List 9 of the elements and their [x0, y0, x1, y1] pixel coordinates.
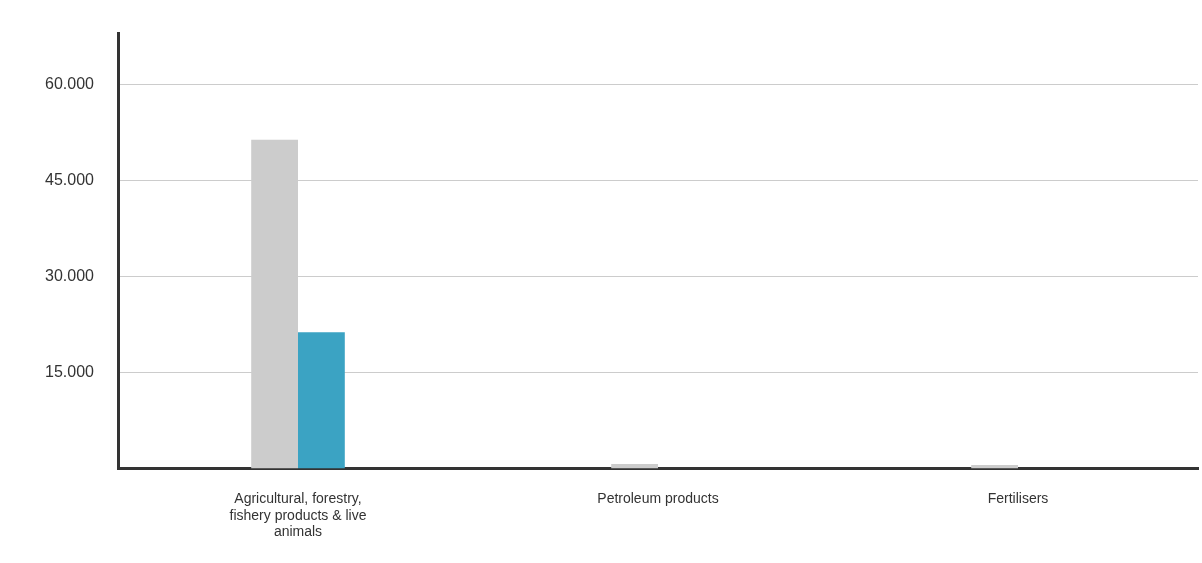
y-tick-label: 60.000 [45, 75, 95, 93]
y-tick-label: 15.000 [45, 363, 95, 381]
bar [611, 464, 658, 469]
x-tick-label: Fertilisers [987, 489, 1049, 506]
y-tick-label: 30.000 [45, 267, 95, 285]
bar [298, 332, 345, 469]
y-tick-label: 45.000 [45, 171, 95, 189]
x-tick-label: Agricultural, forestry, fishery products & live animals [229, 489, 367, 540]
x-tick-label: Petroleum products [597, 489, 719, 506]
